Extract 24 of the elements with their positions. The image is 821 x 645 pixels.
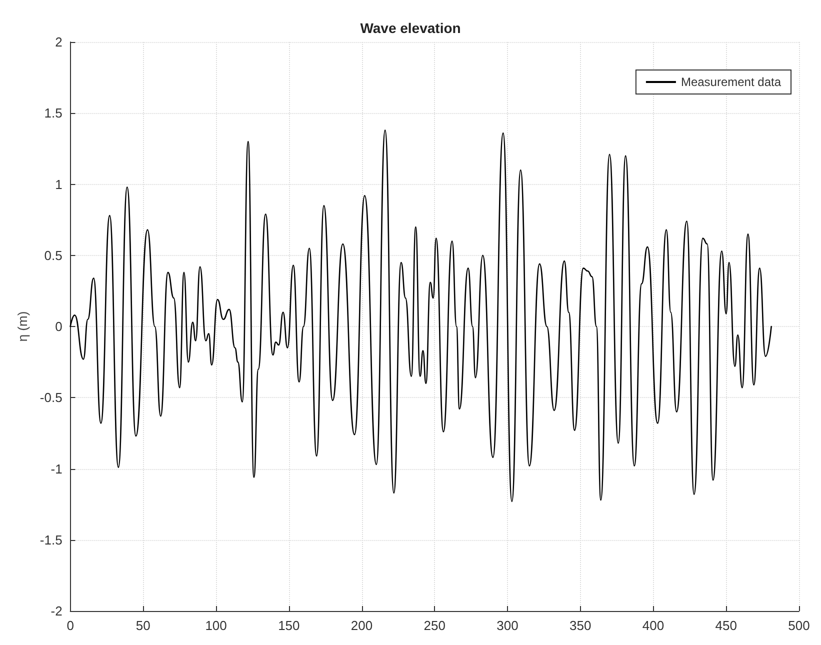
x-tick-label: 500 xyxy=(788,618,810,633)
x-tick-label: 400 xyxy=(642,618,664,633)
chart-title: Wave elevation xyxy=(360,20,461,36)
x-tick-label: 0 xyxy=(66,618,74,633)
y-tick-label: 0.5 xyxy=(44,248,62,263)
y-tick-label: 2 xyxy=(55,34,62,50)
y-tick-label: -2 xyxy=(50,604,62,618)
x-tick-label: 50 xyxy=(136,618,150,633)
y-tick-label: -1 xyxy=(50,461,62,476)
y-tick-label: -1.5 xyxy=(40,532,62,548)
x-tick-label: 300 xyxy=(496,618,518,633)
x-tick-label: 150 xyxy=(278,618,300,633)
line-series xyxy=(70,130,772,502)
x-tick-label: 100 xyxy=(205,618,227,633)
y-tick-label: 1 xyxy=(55,176,62,192)
y-axis-title: η (m) xyxy=(15,311,30,342)
x-tick-label: 200 xyxy=(350,618,373,633)
y-tick-label: -0.5 xyxy=(40,390,62,406)
x-tick-label: 250 xyxy=(424,618,446,633)
x-tick-label: 350 xyxy=(570,618,592,633)
y-tick-label: 1.5 xyxy=(44,106,62,121)
x-tick-label: 450 xyxy=(715,618,737,633)
legend-label: Measurement data xyxy=(680,75,782,89)
y-tick-label: 0 xyxy=(55,319,62,334)
